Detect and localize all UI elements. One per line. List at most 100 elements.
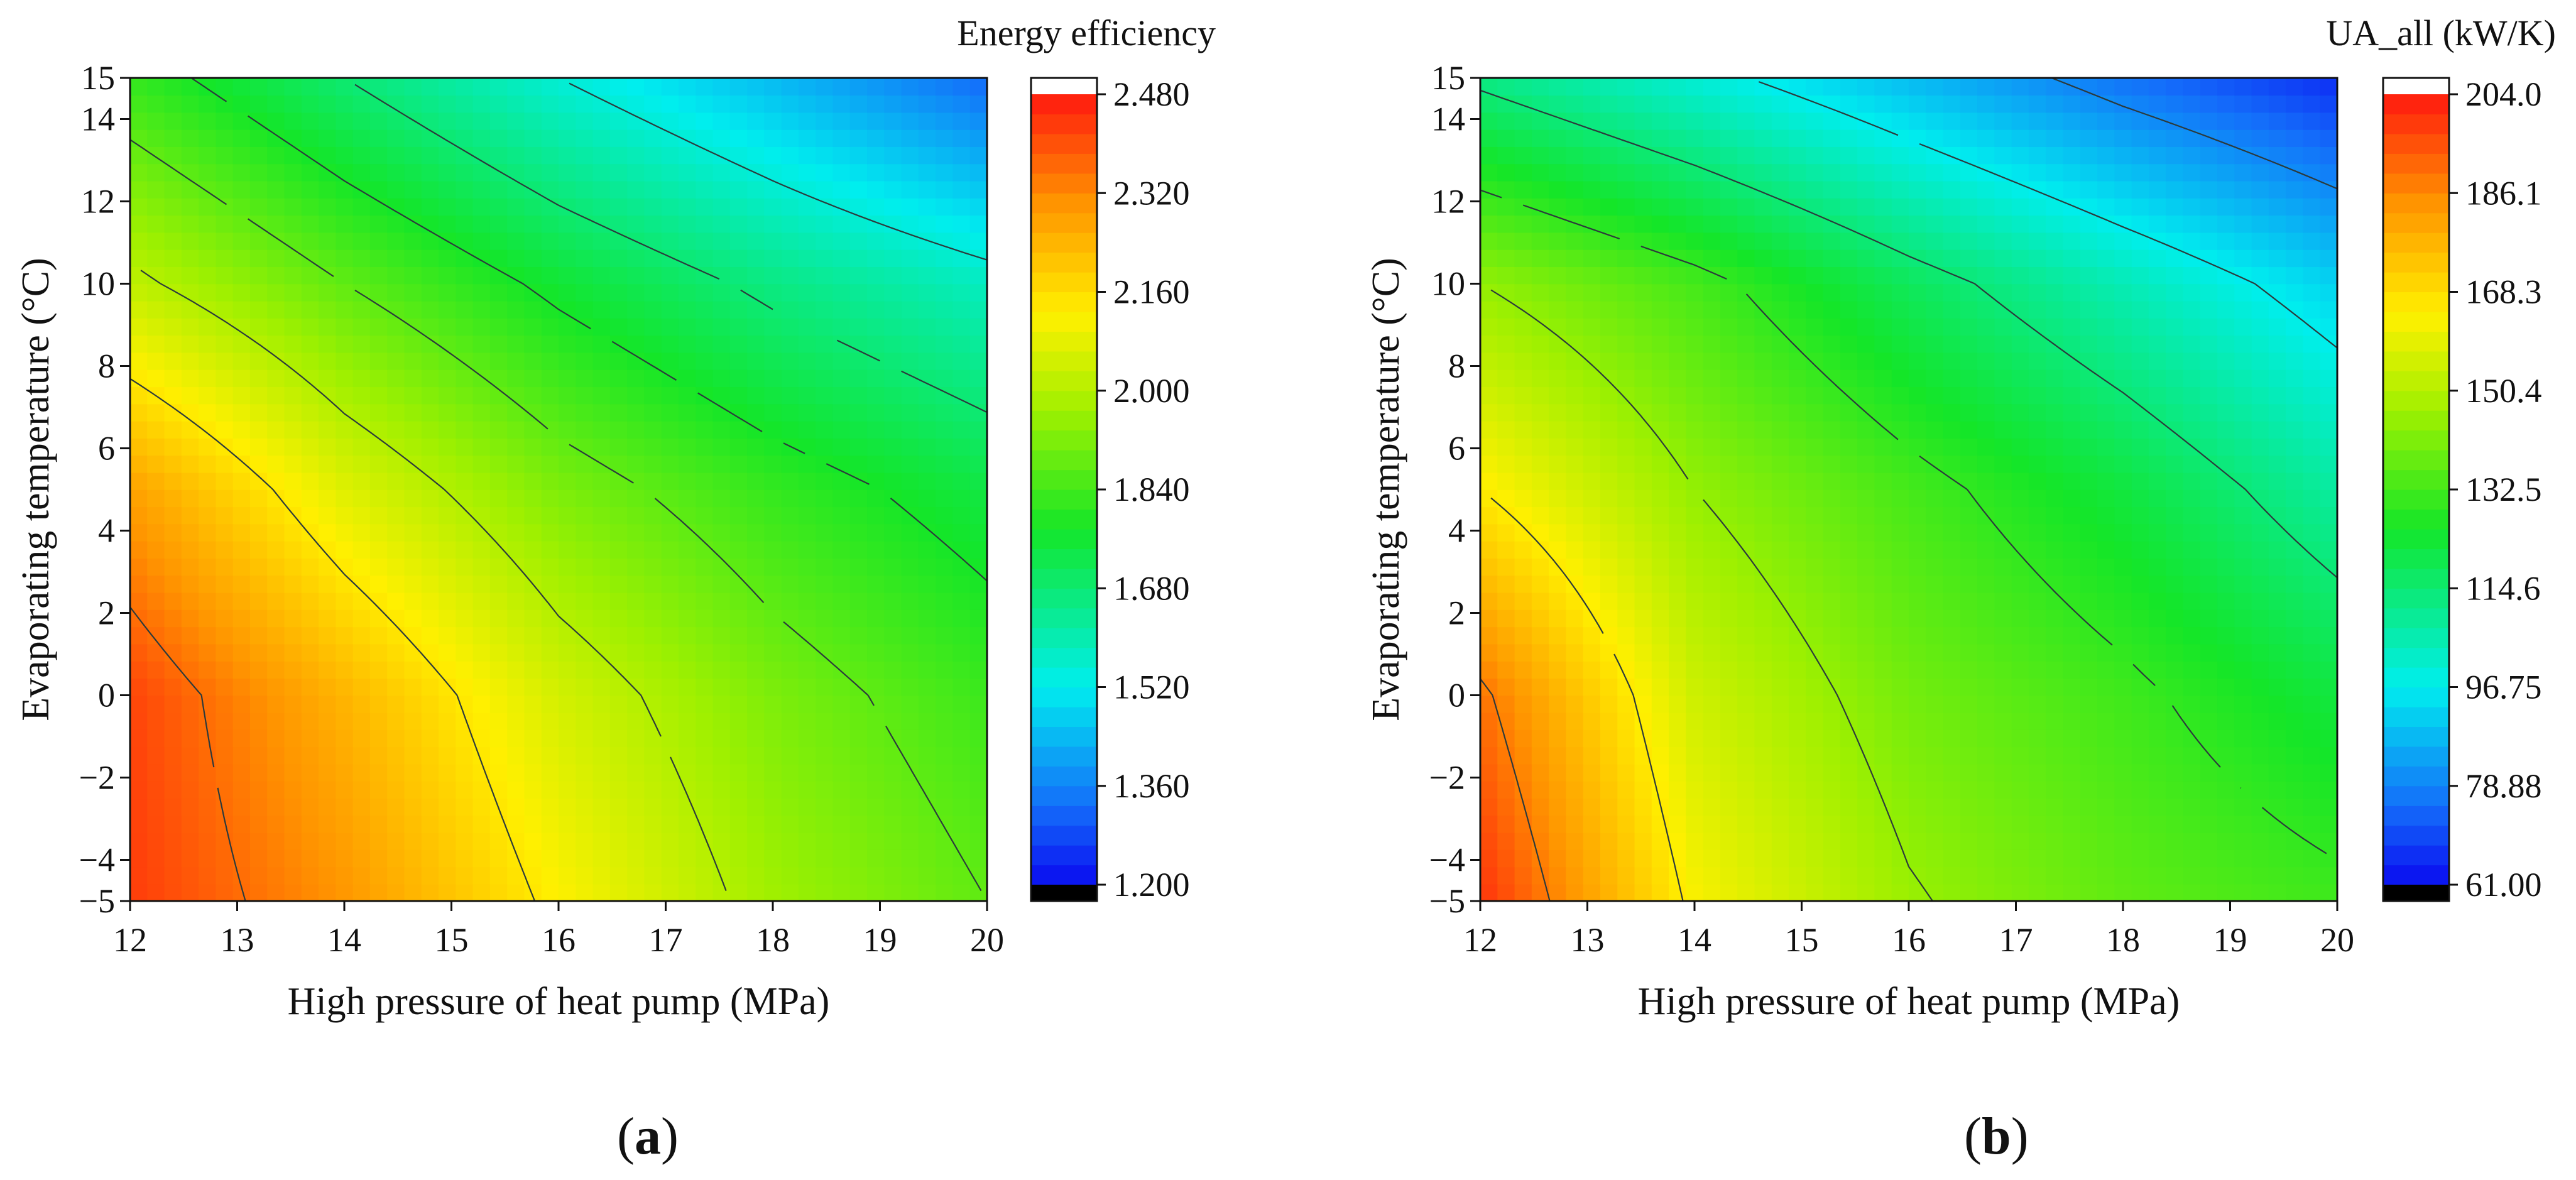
heatmap-cell: [489, 695, 508, 713]
heatmap-cell: [2114, 815, 2132, 833]
heatmap-cell: [1651, 420, 1669, 439]
heatmap-cell: [678, 266, 697, 285]
heatmap-cell: [936, 215, 954, 233]
heatmap-cell: [849, 112, 868, 130]
heatmap-cell: [747, 678, 765, 696]
heatmap-cell: [2097, 300, 2115, 319]
heatmap-cell: [352, 523, 371, 542]
heatmap-cell: [1566, 472, 1584, 490]
heatmap-cell: [181, 558, 199, 576]
heatmap-cell: [1960, 695, 1978, 713]
heatmap-cell: [2286, 318, 2304, 336]
heatmap-cell: [2080, 146, 2098, 165]
heatmap-cell: [147, 249, 165, 268]
heatmap-cell: [764, 146, 782, 165]
heatmap-cell: [2268, 386, 2286, 405]
heatmap-cell: [1686, 866, 1704, 885]
heatmap-cell: [627, 146, 645, 165]
colorbar-band: [1031, 549, 1097, 569]
heatmap-cell: [1977, 626, 1995, 645]
heatmap-cell: [319, 729, 337, 748]
heatmap-cell: [2028, 575, 2047, 593]
colorbar-band: [1031, 845, 1097, 866]
heatmap-cell: [729, 489, 748, 508]
heatmap-cell: [130, 283, 148, 302]
heatmap-cell: [884, 763, 902, 782]
heatmap-cell: [1823, 78, 1841, 96]
heatmap-cell: [284, 849, 302, 868]
heatmap-cell: [576, 472, 594, 490]
heatmap-cell: [181, 609, 199, 628]
heatmap-cell: [284, 112, 302, 130]
heatmap-cell: [147, 78, 165, 96]
heatmap-cell: [1840, 129, 1858, 147]
heatmap-cell: [421, 832, 439, 850]
heatmap-cell: [1669, 180, 1687, 199]
heatmap-cell: [764, 506, 782, 525]
heatmap-cell: [1909, 746, 1927, 765]
heatmap-cell: [541, 798, 559, 816]
heatmap-cell: [216, 660, 234, 679]
heatmap-cell: [1977, 438, 1995, 456]
heatmap-cell: [1960, 386, 1978, 405]
heatmap-cell: [2234, 866, 2252, 885]
heatmap-cell: [232, 129, 251, 147]
heatmap-cell: [781, 266, 799, 285]
heatmap-cell: [387, 129, 405, 147]
heatmap-cell: [2303, 866, 2321, 885]
heatmap-cell: [1703, 763, 1721, 782]
heatmap-cell: [696, 352, 714, 370]
heatmap-cell: [507, 163, 525, 182]
heatmap-cell: [284, 215, 302, 233]
heatmap-cell: [609, 489, 628, 508]
heatmap-cell: [1754, 883, 1772, 901]
heatmap-cell: [1771, 643, 1789, 662]
heatmap-cell: [369, 438, 388, 456]
heatmap-cell: [1771, 163, 1789, 182]
heatmap-cell: [729, 335, 748, 353]
heatmap-cell: [421, 146, 439, 165]
heatmap-cell: [456, 540, 474, 559]
heatmap-cell: [1634, 712, 1652, 730]
heatmap-cell: [781, 455, 799, 473]
heatmap-cell: [472, 283, 491, 302]
heatmap-cell: [1703, 849, 1721, 868]
heatmap-cell: [1977, 849, 1995, 868]
heatmap-cell: [1651, 575, 1669, 593]
heatmap-cell: [541, 112, 559, 130]
heatmap-cell: [232, 335, 251, 353]
heatmap-cell: [1806, 318, 1824, 336]
heatmap-cell: [1651, 95, 1669, 113]
heatmap-cell: [678, 78, 697, 96]
heatmap-cell: [627, 746, 645, 765]
heatmap-cell: [849, 420, 868, 439]
heatmap-cell: [2183, 420, 2201, 439]
heatmap-cell: [2114, 660, 2132, 679]
heatmap-cell: [2251, 626, 2269, 645]
heatmap-cell: [1994, 369, 2012, 388]
heatmap-cell: [609, 386, 628, 405]
heatmap-cell: [319, 780, 337, 799]
heatmap-cell: [1909, 540, 1927, 559]
heatmap-cell: [301, 472, 319, 490]
heatmap-cell: [267, 592, 285, 610]
heatmap-cell: [2183, 609, 2201, 628]
heatmap-cell: [936, 729, 954, 748]
heatmap-cell: [2166, 472, 2184, 490]
heatmap-cell: [1531, 643, 1549, 662]
heatmap-cell: [2028, 540, 2047, 559]
heatmap-cell: [404, 420, 422, 439]
heatmap-cell: [559, 472, 577, 490]
heatmap-cell: [1840, 798, 1858, 816]
heatmap-cell: [1720, 712, 1738, 730]
heatmap-cell: [849, 403, 868, 422]
heatmap-cell: [764, 112, 782, 130]
heatmap-cell: [456, 575, 474, 593]
heatmap-cell: [1514, 746, 1532, 765]
heatmap-cell: [1497, 266, 1515, 285]
heatmap-cell: [884, 438, 902, 456]
heatmap-cell: [2268, 420, 2286, 439]
heatmap-cell: [1686, 798, 1704, 816]
heatmap-cell: [352, 95, 371, 113]
heatmap-cell: [2183, 832, 2201, 850]
